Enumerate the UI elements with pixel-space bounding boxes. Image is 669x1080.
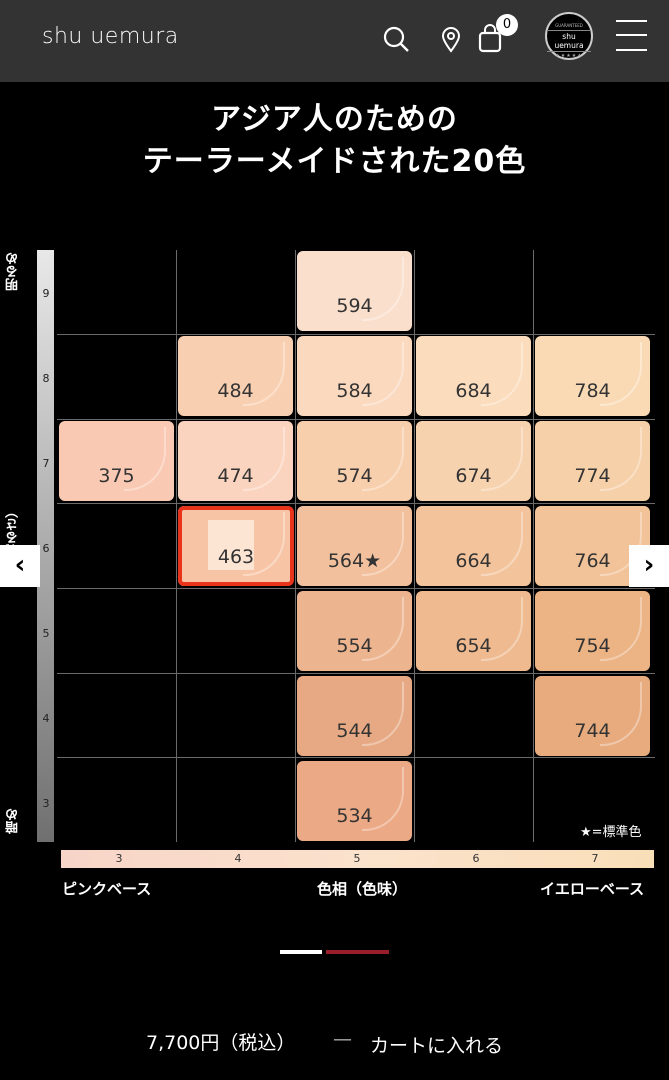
brightness-level: 6	[42, 542, 50, 555]
grid-line	[57, 334, 655, 335]
hue-level: 5	[353, 852, 361, 865]
shade-swatch-375[interactable]: 375	[59, 421, 174, 501]
hue-level: 7	[591, 852, 599, 865]
brightness-level: 3	[42, 797, 50, 810]
site-header: shu uemura 0 GUARANTEED shu uemura ★★★★★	[0, 0, 669, 82]
axis-label-bright: 明るめ	[6, 252, 21, 291]
brightness-level: 4	[42, 712, 50, 725]
hue-label-center: 色相（色味）	[317, 880, 408, 898]
selected-shade-number: 463	[217, 546, 255, 568]
shade-swatch-534[interactable]: 534	[297, 761, 412, 841]
shade-swatch-484[interactable]: 484	[178, 336, 293, 416]
price-label: 7,700円（税込）	[146, 1032, 296, 1054]
shade-swatch-774[interactable]: 774	[535, 421, 650, 501]
highlight-inner-box	[208, 520, 254, 570]
selected-shade-highlight	[178, 506, 294, 586]
carousel-dot-active[interactable]	[280, 950, 322, 954]
grid-line	[57, 503, 655, 504]
shade-swatch-584[interactable]: 584	[297, 336, 412, 416]
carousel-prev-button[interactable]: ‹	[0, 545, 40, 587]
cart-count-badge: 0	[496, 14, 518, 36]
hue-label-pink: ピンクベース	[62, 880, 152, 898]
shade-swatch-544[interactable]: 544	[297, 676, 412, 756]
grid-line	[414, 250, 415, 842]
grid-line	[57, 673, 655, 674]
shade-swatch-564[interactable]: 564★	[297, 506, 412, 586]
brand-logo[interactable]: shu uemura	[42, 24, 179, 49]
grid-line	[295, 250, 296, 842]
shade-swatch-684[interactable]: 684	[416, 336, 531, 416]
standard-color-note: ★=標準色	[580, 825, 642, 840]
carousel-dot[interactable]	[326, 950, 389, 954]
shade-swatch-784[interactable]: 784	[535, 336, 650, 416]
axis-label-dark: 暗め	[6, 808, 21, 834]
brightness-level: 5	[42, 627, 50, 640]
add-to-cart-button[interactable]: カートに入れる	[370, 1035, 504, 1057]
hue-level: 4	[234, 852, 242, 865]
headline-line-2: テーラーメイドされた20色	[142, 144, 527, 179]
shade-swatch-474[interactable]: 474	[178, 421, 293, 501]
brightness-level: 9	[42, 287, 50, 300]
price-separator: —	[333, 1028, 352, 1050]
shade-swatch-674[interactable]: 674	[416, 421, 531, 501]
brightness-scale-bar	[37, 250, 54, 842]
shade-swatch-574[interactable]: 574	[297, 421, 412, 501]
shade-swatch-594[interactable]: 594	[297, 251, 412, 331]
grid-line	[57, 419, 655, 420]
shade-swatch-664[interactable]: 664	[416, 506, 531, 586]
hue-level: 3	[115, 852, 123, 865]
store-location-icon[interactable]	[441, 27, 461, 53]
brand-seal-logo[interactable]: GUARANTEED shu uemura ★★★★★	[545, 12, 593, 60]
shade-swatch-754[interactable]: 754	[535, 591, 650, 671]
hue-scale-bar	[61, 850, 654, 868]
search-icon[interactable]	[382, 25, 410, 53]
hue-label-yellow: イエローベース	[540, 880, 645, 898]
grid-line	[176, 250, 177, 842]
shade-swatch-554[interactable]: 554	[297, 591, 412, 671]
brightness-level: 8	[42, 372, 50, 385]
cart-icon[interactable]	[477, 24, 505, 54]
shade-swatch-744[interactable]: 744	[535, 676, 650, 756]
grid-line	[533, 250, 534, 842]
shade-swatch-654[interactable]: 654	[416, 591, 531, 671]
hue-level: 6	[472, 852, 480, 865]
grid-line	[57, 757, 655, 758]
carousel-next-button[interactable]: ›	[629, 545, 669, 587]
grid-line	[57, 588, 655, 589]
headline-line-1: アジア人のための	[211, 102, 458, 137]
brightness-level: 7	[42, 457, 50, 470]
